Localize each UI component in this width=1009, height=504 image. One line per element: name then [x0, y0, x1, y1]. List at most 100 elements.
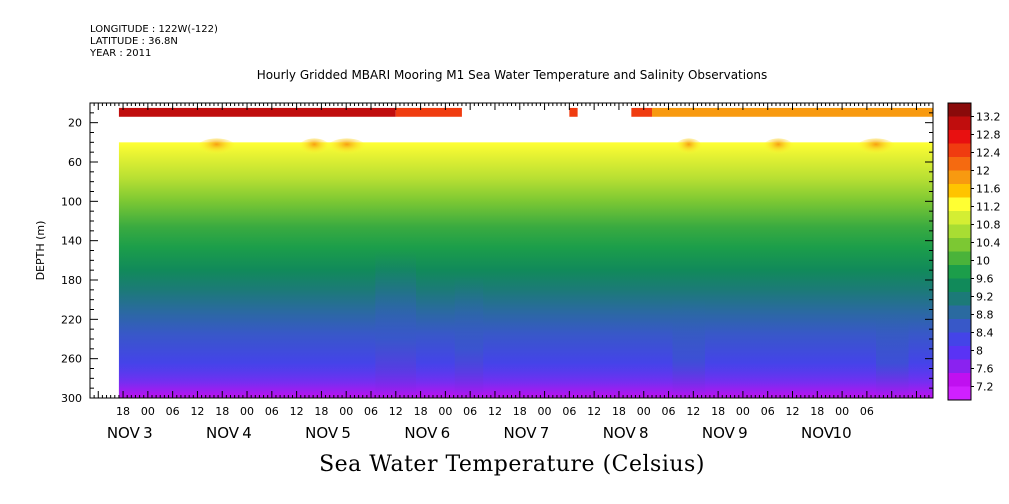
colorbar-label: 9.6 [976, 273, 994, 286]
colorbar-swatch [948, 278, 971, 293]
surface-band-segment [652, 107, 933, 117]
y-tick-label: 180 [61, 274, 82, 287]
colorbar-label: 8.8 [976, 309, 994, 322]
x-day-label: 6 [441, 424, 451, 442]
x-hour-label: 18 [810, 405, 824, 418]
colorbar-swatch [948, 211, 971, 225]
chart-title: Hourly Gridded MBARI Mooring M1 Sea Wate… [256, 68, 768, 82]
longitude-label: LONGITUDE : 122W(-122) [90, 24, 218, 35]
colorbar-label: 10.8 [976, 219, 1001, 232]
y-tick-label: 60 [68, 156, 82, 169]
plot-area [118, 107, 934, 398]
x-hour-label: 06 [166, 405, 180, 418]
colorbar-swatch [948, 157, 971, 171]
colorbar-swatch [948, 251, 971, 266]
colorbar-label: 9.2 [976, 291, 994, 304]
x-hour-label: 00 [438, 405, 452, 418]
surface-band-segment [395, 107, 462, 117]
x-hour-label: 00 [141, 405, 155, 418]
colorbar-label: 13.2 [976, 111, 1001, 124]
warm-anomaly [855, 138, 897, 159]
colorbar-label: 12 [976, 165, 990, 178]
colorbar-swatch [948, 265, 971, 279]
colorbar-swatch [948, 305, 971, 320]
colorbar-swatch [948, 116, 971, 131]
y-axis-label: DEPTH (m) [34, 221, 47, 281]
x-hour-label: 06 [662, 405, 676, 418]
x-hour-label: 00 [240, 405, 254, 418]
surface-band-segment [631, 107, 652, 117]
x-day-label: 5 [341, 424, 351, 442]
x-hour-label: 06 [265, 405, 279, 418]
colorbar-label: 10 [976, 255, 990, 268]
colorbar-swatch [948, 292, 971, 306]
warm-anomaly [196, 138, 237, 159]
x-hour-label: 00 [339, 405, 353, 418]
colorbar-frame [947, 102, 972, 401]
x-hour-label: 18 [215, 405, 229, 418]
y-tick-label: 220 [61, 313, 82, 326]
x-hour-label: 06 [860, 405, 874, 418]
y-tick-label: 260 [61, 353, 82, 366]
x-month-label: NOV [206, 424, 240, 442]
x-hour-label: 12 [786, 405, 800, 418]
x-month-label: NOV [603, 424, 637, 442]
y-tick-label: 300 [61, 392, 82, 405]
x-hour-label: 18 [314, 405, 328, 418]
colorbar-swatch [948, 238, 971, 252]
x-day-label: 10 [833, 424, 852, 442]
colorbar-swatch [948, 197, 971, 212]
x-day-label: 4 [242, 424, 252, 442]
x-hour-label: 18 [612, 405, 626, 418]
colorbar-label: 12.8 [976, 129, 1001, 142]
x-hour-label: 06 [364, 405, 378, 418]
x-hour-label: 12 [389, 405, 403, 418]
x-hour-label: 00 [538, 405, 552, 418]
x-hour-label: 00 [736, 405, 750, 418]
deep-cold-layer [118, 363, 934, 398]
colorbar-swatch [948, 224, 971, 239]
colorbar-label: 7.2 [976, 381, 994, 394]
x-hour-label: 12 [488, 405, 502, 418]
x-hour-label: 12 [686, 405, 700, 418]
y-tick-label: 140 [61, 235, 82, 248]
colorbar-label: 12.4 [976, 147, 1001, 160]
colorbar-swatch [948, 346, 971, 360]
x-hour-label: 12 [587, 405, 601, 418]
temperature-field [118, 142, 934, 398]
x-hour-label: 06 [562, 405, 576, 418]
warm-anomaly [762, 138, 795, 159]
surface-band-segment [569, 107, 578, 117]
colorbar-swatch [948, 143, 971, 158]
warm-anomaly [326, 138, 368, 159]
x-day-label: 3 [143, 424, 153, 442]
x-hour-label: 00 [835, 405, 849, 418]
y-tick-label: 20 [68, 117, 82, 130]
x-hour-label: 06 [463, 405, 477, 418]
x-hour-label: 18 [414, 405, 428, 418]
x-hour-label: 18 [513, 405, 527, 418]
x-day-label: 7 [540, 424, 550, 442]
x-month-label: NOV [702, 424, 736, 442]
colorbar-label: 11.6 [976, 183, 1001, 196]
colorbar-swatch [948, 184, 971, 198]
x-month-label: NOV [504, 424, 538, 442]
x-hour-label: 18 [116, 405, 130, 418]
colorbar-swatch [948, 103, 971, 117]
colorbar: 13.2 12.8 12.4 12 11.6 11.2 10.8 10.4 10 9.6 9.2 8.… [947, 102, 1001, 401]
colorbar-label: 8.4 [976, 327, 994, 340]
year-label: YEAR : 2011 [90, 48, 152, 59]
warm-anomaly [674, 138, 704, 159]
colorbar-swatch [948, 170, 971, 185]
x-month-label: NOV [801, 424, 835, 442]
warm-anomaly [298, 138, 331, 159]
colorbar-swatch [948, 130, 971, 144]
colorbar-swatch [948, 373, 971, 387]
x-day-label: 9 [738, 424, 748, 442]
colorbar-label: 7.6 [976, 363, 994, 376]
colorbar-label: 11.2 [976, 201, 1001, 214]
colorbar-label: 8 [976, 345, 983, 358]
x-month-label: NOV [404, 424, 438, 442]
